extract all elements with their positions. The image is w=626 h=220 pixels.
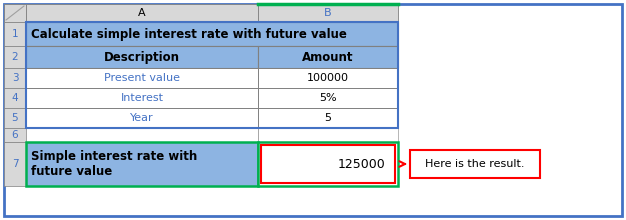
Bar [4, 142, 26, 186]
Bar [258, 46, 398, 68]
Bar [26, 4, 258, 22]
Text: Calculate simple interest rate with future value: Calculate simple interest rate with futu… [31, 28, 347, 40]
Bar [4, 68, 26, 88]
Bar [258, 142, 398, 186]
Bar [258, 68, 398, 88]
Text: Description: Description [104, 51, 180, 64]
Text: 7: 7 [12, 159, 18, 169]
Text: 125000: 125000 [337, 158, 385, 170]
Bar [26, 22, 398, 46]
Bar [4, 88, 26, 108]
Text: Interest: Interest [120, 93, 163, 103]
Text: 5: 5 [12, 113, 18, 123]
Text: 100000: 100000 [307, 73, 349, 83]
Text: 6: 6 [12, 130, 18, 140]
Bar [258, 108, 398, 128]
Bar [4, 46, 26, 68]
Bar [410, 150, 540, 178]
Text: 1: 1 [12, 29, 18, 39]
Bar [4, 108, 26, 128]
Text: 5%: 5% [319, 93, 337, 103]
Bar [4, 22, 26, 46]
Bar [258, 4, 398, 22]
Bar [26, 68, 258, 88]
Bar [26, 22, 398, 128]
Bar [26, 46, 258, 68]
Text: Here is the result.: Here is the result. [425, 159, 525, 169]
Bar [258, 128, 398, 142]
Text: 5: 5 [324, 113, 332, 123]
Bar [258, 88, 398, 108]
Text: Year: Year [130, 113, 154, 123]
Bar [26, 128, 258, 142]
Bar [26, 108, 258, 128]
Bar [26, 142, 258, 186]
Text: 3: 3 [12, 73, 18, 83]
Text: Simple interest rate with
future value: Simple interest rate with future value [31, 150, 197, 178]
Bar [4, 128, 26, 142]
Text: B: B [324, 8, 332, 18]
Bar [26, 88, 258, 108]
Text: A: A [138, 8, 146, 18]
Text: 4: 4 [12, 93, 18, 103]
Bar [261, 145, 395, 183]
Text: Amount: Amount [302, 51, 354, 64]
Text: Present value: Present value [104, 73, 180, 83]
Bar [4, 4, 26, 22]
Text: 2: 2 [12, 52, 18, 62]
